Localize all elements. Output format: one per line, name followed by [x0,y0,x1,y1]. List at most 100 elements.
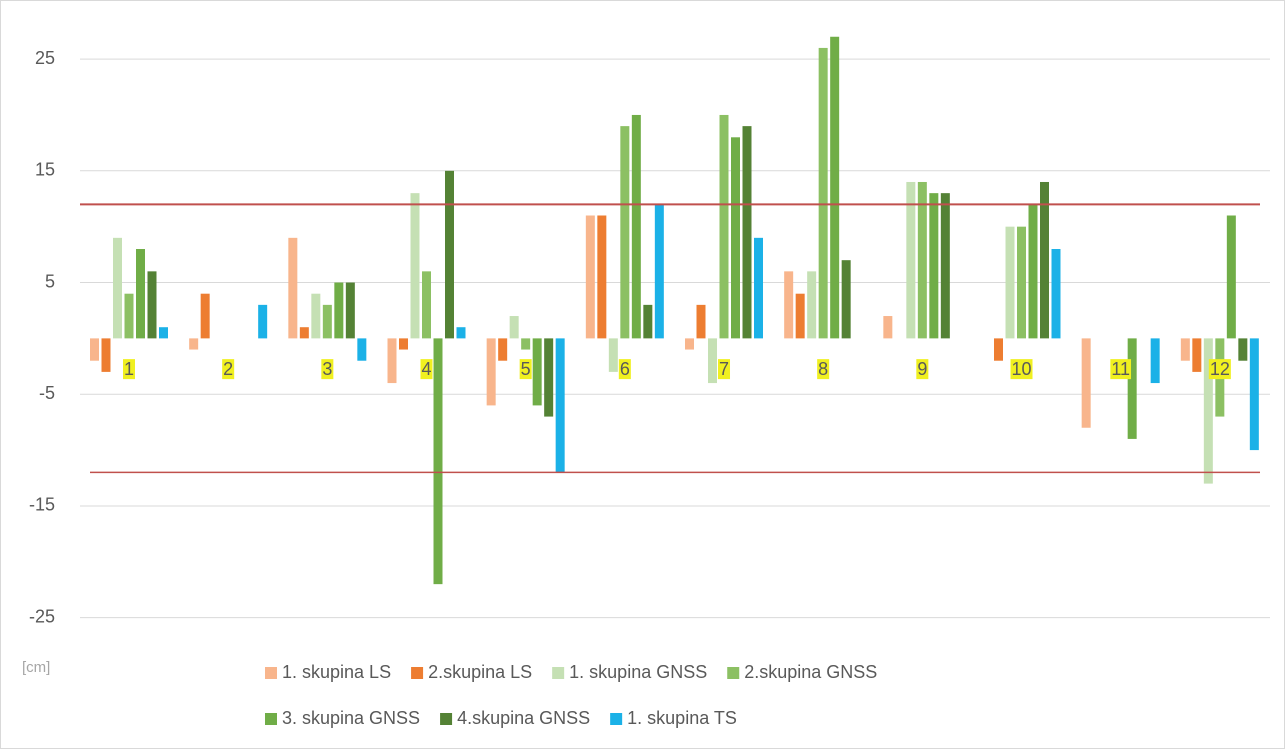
bar [159,327,168,339]
legend-swatch [440,713,453,725]
bar [387,338,397,384]
bar [101,338,111,372]
bar [299,327,309,339]
bar [696,304,706,339]
legend-label: 4.skupina GNSS [457,708,590,728]
x-tick-label-background [122,359,136,380]
y-tick-label: -15 [29,495,55,515]
y-tick-label: 25 [35,48,55,68]
bar [883,316,893,339]
legend-label: 3. skupina GNSS [282,708,420,728]
x-tick-label-background [817,359,830,380]
x-tick-label: 8 [818,359,828,379]
legend-swatch [411,667,424,679]
x-tick-label: 5 [521,359,531,379]
bar [509,316,519,339]
legend-label: 1. skupina GNSS [569,662,707,682]
bar [830,36,840,339]
bar [708,338,717,384]
x-tick-label-background [1208,359,1231,380]
bar [288,237,298,339]
legend-label: 2.skupina LS [428,662,532,682]
legend-swatch [265,713,277,725]
x-tick-label: 1 [124,359,134,379]
bar [113,237,122,339]
bar [258,304,268,339]
x-tick-label-background [618,359,631,380]
bar [345,282,355,339]
bar [1127,338,1137,439]
bar [620,126,630,339]
legend-swatch [610,713,623,725]
bar [818,47,828,339]
x-tick-label-background [1110,359,1132,380]
x-tick-label-background [717,359,731,380]
bar [917,181,927,339]
x-tick-label: 4 [421,359,431,379]
bar [1051,249,1061,339]
bar [1017,226,1026,339]
x-tick-label: 3 [322,359,332,379]
x-tick-label-background [222,359,235,380]
x-tick-label: 12 [1210,359,1230,379]
bar [719,114,729,339]
bar [1150,338,1160,384]
bar [410,193,420,339]
x-tick-label-background [519,359,532,380]
x-tick-label-background [916,359,929,380]
bar [544,338,554,417]
bar [136,249,145,339]
bar [940,193,950,339]
bar [1203,338,1213,484]
bar [322,304,332,339]
bar [1180,338,1190,361]
bar [399,338,408,350]
bar [994,338,1003,361]
bar [1249,338,1259,451]
bar [731,137,740,339]
bar [1040,181,1049,339]
bar [445,170,454,339]
bar [532,338,542,406]
legend-label: 1. skupina LS [282,662,391,682]
bar [1192,338,1202,372]
bar [631,114,641,339]
bar [90,338,99,361]
bar [1226,215,1236,339]
bar [597,215,607,339]
bar [521,338,531,350]
bar [585,215,595,339]
bar [841,260,851,339]
x-tick-label-background [420,359,433,380]
bar [147,271,157,339]
bar [456,327,466,339]
y-tick-label: 5 [45,271,55,291]
legend-swatch [727,667,740,679]
bar [189,338,199,350]
bar [784,271,794,339]
bar [357,338,367,361]
x-tick-label: 11 [1111,359,1130,379]
legend-swatch [552,667,565,679]
y-tick-label: -5 [39,383,55,403]
y-axis-label: [cm] [22,659,50,676]
bar [498,338,508,361]
x-tick-label: 9 [917,359,927,379]
bar [807,271,817,339]
bar [200,293,210,339]
bar [906,181,916,339]
y-tick-label: -25 [29,606,55,626]
bar [555,338,565,473]
bar [929,193,939,339]
bar [754,237,763,339]
bar [1238,338,1248,361]
bar [685,338,694,350]
x-tick-label-background [1010,359,1033,380]
bar [654,204,664,339]
x-tick-label-background [321,359,334,380]
legend-label: 2.skupina GNSS [744,662,877,682]
legend-label: 1. skupina TS [627,708,737,728]
y-tick-label: 15 [35,160,55,180]
bar [742,126,752,339]
